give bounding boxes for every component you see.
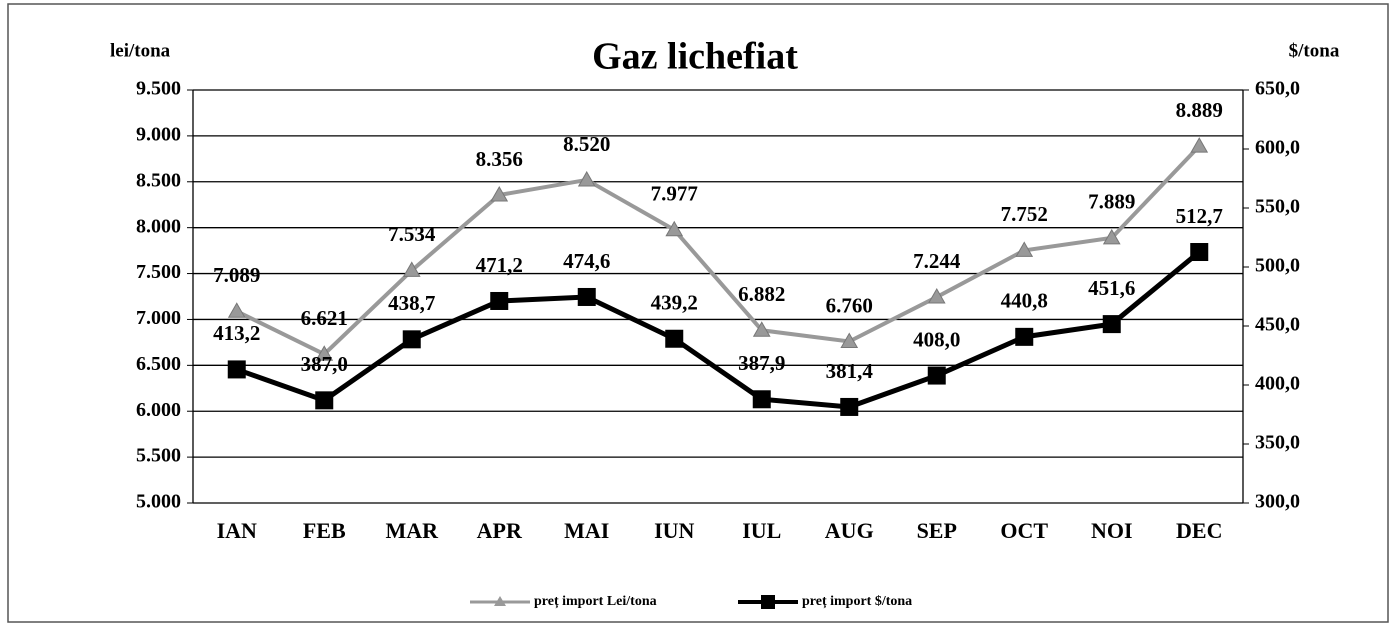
y-tick-label: 8.500: [136, 169, 181, 191]
square-marker: [665, 329, 684, 348]
data-label: 471,2: [476, 253, 523, 277]
x-tick-label: MAI: [564, 518, 609, 543]
data-label: 381,4: [826, 359, 874, 383]
x-tick-label: FEB: [303, 518, 346, 543]
data-label: 7.752: [1001, 202, 1048, 226]
x-tick-label: APR: [477, 518, 523, 543]
y-tick-label: 7.000: [136, 307, 181, 329]
square-marker: [402, 330, 421, 349]
y-tick-label: 9.500: [136, 78, 181, 100]
y-tick-label: 8.000: [136, 215, 181, 237]
square-marker: [927, 366, 946, 385]
data-label: 438,7: [388, 291, 435, 315]
legend-label: preț import Lei/tona: [534, 594, 657, 609]
data-label: 413,2: [213, 321, 260, 345]
y2-tick-label: 450,0: [1255, 314, 1300, 336]
data-label: 7.534: [388, 222, 436, 246]
data-label: 7.977: [651, 182, 698, 206]
y-tick-label: 5.000: [136, 491, 181, 513]
x-tick-label: AUG: [825, 518, 874, 543]
x-tick-label: DEC: [1176, 518, 1222, 543]
triangle-marker: [927, 288, 946, 304]
data-label: 451,6: [1088, 276, 1135, 300]
data-label: 439,2: [651, 291, 698, 315]
data-label: 6.760: [826, 293, 873, 317]
x-tick-label: IUN: [654, 518, 694, 543]
triangle-marker: [577, 170, 596, 187]
series-line: [235, 144, 1201, 357]
triangle-marker: [490, 185, 509, 202]
triangle-marker: [1102, 228, 1121, 245]
triangle-marker: [1190, 137, 1209, 153]
data-label: 8.356: [476, 147, 523, 171]
x-tick-label: MAR: [385, 518, 439, 543]
y-tick-label: 6.500: [136, 353, 181, 375]
triangle-marker: [402, 261, 421, 277]
y2-tick-label: 350,0: [1255, 432, 1300, 454]
data-label: 8.889: [1176, 98, 1223, 122]
y2-tick-label: 500,0: [1255, 255, 1300, 277]
triangle-marker: [840, 332, 859, 348]
data-label: 7.089: [213, 263, 260, 287]
series-line: [235, 250, 1201, 410]
x-tick-label: OCT: [1000, 518, 1048, 543]
legend-marker: [761, 595, 775, 609]
data-label: 6.621: [301, 306, 348, 330]
data-label: 387,0: [301, 352, 348, 376]
y-tick-label: 5.500: [136, 445, 181, 467]
square-marker: [840, 397, 859, 416]
x-tick-label: IUL: [742, 518, 781, 543]
data-label: 408,0: [913, 327, 960, 351]
y2-axis-label: $/tona: [1289, 40, 1340, 61]
square-marker: [227, 360, 246, 379]
data-label: 474,6: [563, 249, 610, 273]
data-label: 512,7: [1176, 204, 1223, 228]
legend-marker: [494, 596, 506, 606]
square-marker: [577, 287, 596, 306]
data-label: 7.244: [913, 249, 961, 273]
triangle-marker: [1015, 241, 1034, 257]
chart-title: Gaz lichefiat: [592, 36, 798, 78]
x-tick-label: IAN: [217, 518, 257, 543]
y-tick-label: 7.500: [136, 261, 181, 283]
data-label: 6.882: [738, 282, 785, 306]
triangle-marker: [665, 220, 684, 237]
x-tick-label: NOI: [1091, 518, 1133, 543]
data-label: 8.520: [563, 132, 610, 156]
y2-tick-label: 650,0: [1255, 78, 1300, 100]
legend-label: preț import $/tona: [802, 594, 912, 609]
frame: [7, 3, 1389, 623]
data-label: 387,9: [738, 351, 785, 375]
square-marker: [490, 291, 509, 310]
y2-tick-label: 300,0: [1255, 491, 1300, 513]
x-tick-label: SEP: [917, 518, 957, 543]
triangle-marker: [752, 321, 771, 337]
y-tick-label: 6.000: [136, 399, 181, 421]
y2-tick-label: 550,0: [1255, 196, 1300, 218]
triangle-marker: [315, 345, 334, 361]
square-marker: [1190, 243, 1209, 262]
square-marker: [1102, 315, 1121, 334]
triangle-marker: [227, 302, 246, 318]
data-label: 440,8: [1001, 289, 1048, 313]
y2-tick-label: 600,0: [1255, 137, 1300, 159]
data-label: 7.889: [1088, 190, 1135, 214]
square-marker: [752, 390, 771, 409]
square-marker: [315, 391, 334, 410]
y-axis-label: lei/tona: [110, 40, 171, 61]
y-tick-label: 9.000: [136, 123, 181, 145]
y2-tick-label: 400,0: [1255, 373, 1300, 395]
square-marker: [1015, 327, 1034, 346]
